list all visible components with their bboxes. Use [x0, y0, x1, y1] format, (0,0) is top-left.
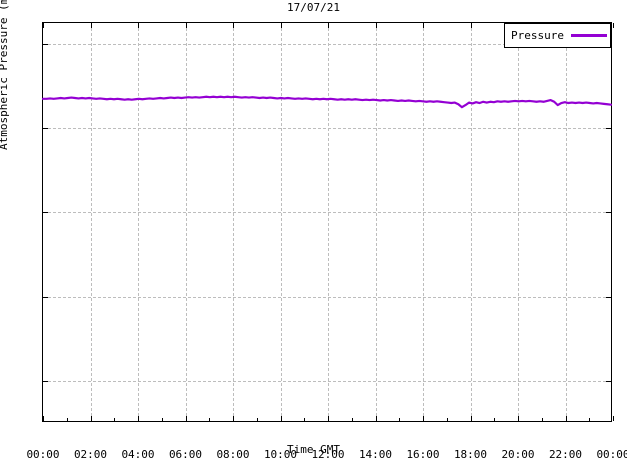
- x-tick-top: [138, 23, 139, 28]
- x-axis-tick-label: 20:00: [501, 448, 535, 461]
- y-tick-right: [606, 296, 611, 298]
- x-tick-top: [375, 23, 377, 28]
- chart-title: 17/07/21: [287, 1, 340, 14]
- x-minor-tick: [209, 418, 211, 421]
- x-axis-tick-label: 04:00: [121, 448, 155, 461]
- legend-label-pressure: Pressure: [511, 29, 564, 42]
- y-tick-right: [606, 128, 611, 130]
- x-minor-tick: [589, 418, 591, 421]
- x-tick-bottom: [328, 416, 329, 421]
- x-tick-bottom: [565, 416, 567, 421]
- x-tick-top: [328, 23, 329, 28]
- x-axis-tick-label: 00:00: [26, 448, 60, 461]
- x-axis-tick-label: 02:00: [73, 448, 108, 461]
- gridline-vertical: [280, 23, 282, 421]
- y-tick-left: [43, 296, 48, 298]
- x-tick-top: [43, 23, 44, 28]
- x-axis-tick-label: 08:00: [216, 448, 250, 461]
- x-minor-tick: [66, 418, 68, 421]
- x-tick-bottom: [280, 416, 282, 421]
- x-axis-tick-label: 14:00: [358, 448, 393, 461]
- gridline-vertical: [423, 23, 424, 421]
- x-minor-tick: [351, 418, 353, 421]
- x-minor-tick: [256, 418, 258, 421]
- y-axis-title: Atmospheric Pressure (mb): [0, 0, 10, 150]
- gridline-horizontal: [43, 44, 611, 46]
- x-tick-bottom: [233, 416, 234, 421]
- x-tick-top: [470, 23, 472, 28]
- x-minor-tick: [541, 418, 543, 421]
- y-tick-left: [43, 212, 48, 214]
- x-tick-top: [423, 23, 424, 28]
- x-tick-top: [280, 23, 282, 28]
- x-tick-top: [185, 23, 187, 28]
- x-tick-bottom: [470, 416, 472, 421]
- x-tick-bottom: [138, 416, 139, 421]
- y-tick-right: [606, 212, 611, 214]
- gridline-horizontal: [43, 212, 611, 214]
- x-minor-tick: [446, 418, 448, 421]
- gridline-vertical: [518, 23, 519, 421]
- x-axis-tick-label: 06:00: [168, 448, 203, 461]
- gridline-vertical: [233, 23, 234, 421]
- x-tick-bottom: [43, 416, 44, 421]
- gridline-vertical: [375, 23, 377, 421]
- legend-swatch-pressure: [570, 34, 607, 37]
- gridline-vertical: [185, 23, 187, 421]
- x-minor-tick: [304, 418, 306, 421]
- x-minor-tick: [399, 418, 401, 421]
- x-tick-bottom: [423, 416, 424, 421]
- gridline-horizontal: [43, 128, 611, 130]
- y-tick-right: [606, 380, 611, 382]
- x-tick-bottom: [375, 416, 377, 421]
- x-tick-top: [613, 23, 614, 28]
- x-axis-tick-label: 10:00: [263, 448, 298, 461]
- x-tick-bottom: [90, 416, 92, 421]
- series-layer: [41, 95, 613, 109]
- x-minor-tick: [114, 418, 116, 421]
- series-line-pressure: [41, 95, 613, 109]
- x-tick-bottom: [613, 416, 614, 421]
- gridline-vertical: [470, 23, 472, 421]
- legend: Pressure: [504, 23, 611, 48]
- y-tick-left: [43, 128, 48, 130]
- gridline-vertical: [565, 23, 567, 421]
- y-tick-left: [43, 380, 48, 382]
- x-tick-bottom: [518, 416, 519, 421]
- gridline-vertical: [90, 23, 92, 421]
- x-minor-tick: [161, 418, 163, 421]
- gridline-vertical: [328, 23, 329, 421]
- y-tick-left: [43, 44, 48, 46]
- x-axis-tick-label: 22:00: [548, 448, 583, 461]
- plot-area: 96098010001020104000:0002:0004:0006:0008…: [26, 22, 627, 460]
- gridline-vertical: [138, 23, 139, 421]
- x-axis-tick-label: 12:00: [311, 448, 345, 461]
- x-tick-bottom: [185, 416, 187, 421]
- x-axis-tick-label: 16:00: [406, 448, 440, 461]
- gridline-horizontal: [43, 380, 611, 382]
- gridline-horizontal: [43, 296, 611, 298]
- x-axis-tick-label: 00:00: [596, 448, 627, 461]
- x-axis-tick-label: 18:00: [453, 448, 488, 461]
- x-tick-top: [90, 23, 92, 28]
- x-axis-title: Time GMT: [287, 443, 340, 456]
- x-tick-top: [233, 23, 234, 28]
- x-minor-tick: [494, 418, 496, 421]
